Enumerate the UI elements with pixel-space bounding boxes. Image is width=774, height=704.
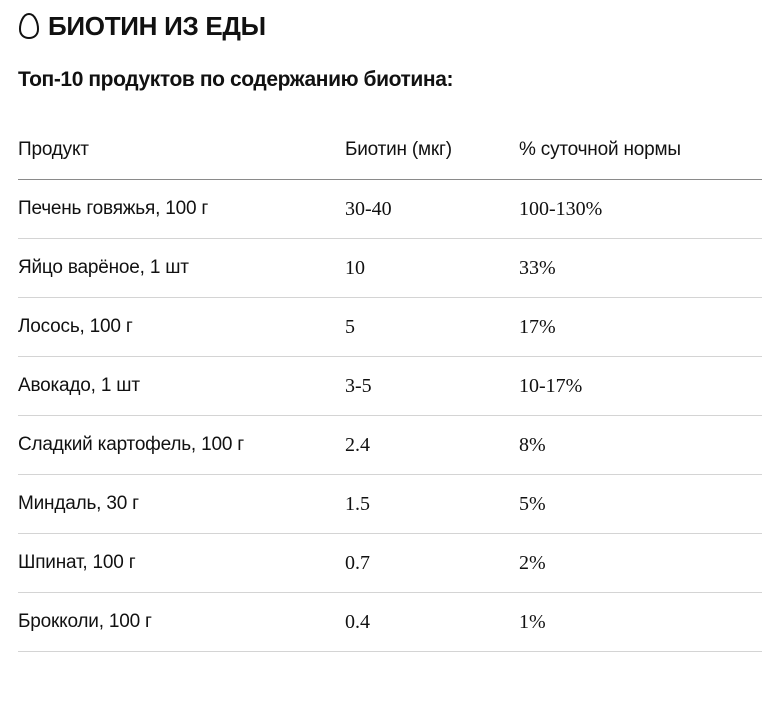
table-row: Сладкий картофель, 100 г 2.4 8% <box>18 415 762 475</box>
daily-norm-cell: 10-17% <box>519 356 762 416</box>
biotin-cell: 1.5 <box>345 474 519 534</box>
table-row: Брокколи, 100 г 0.4 1% <box>18 592 762 652</box>
daily-norm-cell: 100-130% <box>519 179 762 239</box>
egg-icon <box>18 12 40 40</box>
biotin-table: Продукт Биотин (мкг) % суточной нормы Пе… <box>18 120 762 652</box>
column-header-daily-norm: % суточной нормы <box>519 120 762 180</box>
product-cell: Миндаль, 30 г <box>18 474 345 534</box>
biotin-cell: 0.4 <box>345 592 519 652</box>
daily-norm-cell: 1% <box>519 592 762 652</box>
biotin-cell: 30-40 <box>345 179 519 239</box>
product-cell: Печень говяжья, 100 г <box>18 179 345 239</box>
product-cell: Авокадо, 1 шт <box>18 356 345 416</box>
biotin-cell: 5 <box>345 297 519 357</box>
biotin-cell: 2.4 <box>345 415 519 475</box>
column-header-product: Продукт <box>18 120 345 180</box>
biotin-cell: 3-5 <box>345 356 519 416</box>
section-title: Топ-10 продуктов по содержанию биотина: <box>18 68 454 91</box>
table-row: Авокадо, 1 шт 3-5 10-17% <box>18 356 762 416</box>
daily-norm-cell: 8% <box>519 415 762 475</box>
page-title: БИОТИН ИЗ ЕДЫ <box>48 11 266 41</box>
daily-norm-cell: 33% <box>519 238 762 298</box>
table-header-row: Продукт Биотин (мкг) % суточной нормы <box>18 120 762 180</box>
daily-norm-cell: 2% <box>519 533 762 593</box>
table-row: Печень говяжья, 100 г 30-40 100-130% <box>18 179 762 239</box>
product-cell: Шпинат, 100 г <box>18 533 345 593</box>
table-row: Лосось, 100 г 5 17% <box>18 297 762 357</box>
biotin-cell: 0.7 <box>345 533 519 593</box>
page-header: БИОТИН ИЗ ЕДЫ <box>18 8 266 44</box>
column-header-biotin: Биотин (мкг) <box>345 120 519 180</box>
table-row: Шпинат, 100 г 0.7 2% <box>18 533 762 593</box>
daily-norm-cell: 5% <box>519 474 762 534</box>
table-row: Миндаль, 30 г 1.5 5% <box>18 474 762 534</box>
product-cell: Брокколи, 100 г <box>18 592 345 652</box>
product-cell: Яйцо варёное, 1 шт <box>18 238 345 298</box>
biotin-cell: 10 <box>345 238 519 298</box>
product-cell: Сладкий картофель, 100 г <box>18 415 345 475</box>
table-row: Яйцо варёное, 1 шт 10 33% <box>18 238 762 298</box>
daily-norm-cell: 17% <box>519 297 762 357</box>
product-cell: Лосось, 100 г <box>18 297 345 357</box>
